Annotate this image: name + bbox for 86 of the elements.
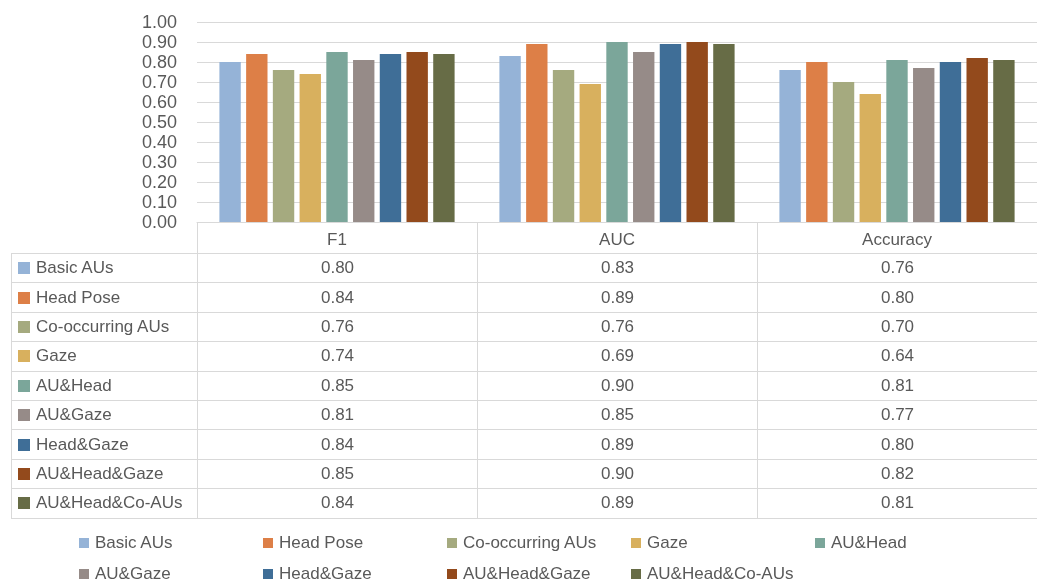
bar: [272, 70, 295, 222]
data-label: 0.85: [320, 375, 355, 396]
x-tick-label: F1: [327, 230, 347, 249]
y-tick-label: 0.00: [141, 212, 177, 232]
y-tick-label: 0.70: [141, 72, 177, 92]
text: AU&Head&Co-AUs: [36, 493, 183, 513]
bar: [713, 44, 735, 222]
y-tick-label: 0.60: [141, 92, 177, 112]
y-tick-label: 0.20: [141, 172, 177, 192]
data-label: 0.83: [600, 258, 635, 279]
y-tick-label: 0.90: [141, 32, 177, 52]
y-tick-label: 0.50: [141, 112, 177, 132]
data-label: 0.76: [600, 316, 635, 337]
bar: [659, 44, 682, 222]
bar: [246, 54, 268, 222]
data-label: 0.64: [880, 346, 915, 367]
data-label: 0.69: [600, 346, 635, 367]
data-label: 0.70: [880, 316, 915, 337]
y-tick-label: 0.40: [141, 132, 177, 152]
bar: [579, 84, 601, 222]
bar: [326, 52, 348, 222]
y-tick-label: 0.10: [141, 192, 177, 212]
bar: [633, 52, 655, 222]
bar: [993, 60, 1015, 222]
text: Basic AUs: [95, 532, 173, 552]
bar: [219, 62, 241, 222]
data-label: 0.76: [880, 258, 915, 279]
bar: [606, 42, 628, 222]
data-label: 0.90: [600, 375, 635, 396]
text: Co-occurring AUs: [463, 532, 597, 552]
legend-label: AU&Head&Gaze: [463, 563, 591, 580]
data-label: 0.89: [600, 287, 635, 308]
data-label: 0.85: [320, 463, 355, 484]
legend-label: AU&Head&Co-AUs: [647, 563, 794, 580]
data-label: 0.84: [320, 287, 355, 308]
data-label: 0.80: [320, 258, 355, 279]
text: Head&Gaze: [279, 563, 372, 580]
text: AU&Head: [831, 532, 907, 552]
data-label: 0.74: [320, 346, 355, 367]
text: AU&Gaze: [95, 563, 171, 580]
x-tick-label: Accuracy: [862, 230, 933, 249]
data-label: 0.80: [880, 287, 915, 308]
data-label: 0.89: [600, 434, 635, 455]
bar: [939, 62, 962, 222]
y-tick-label: 0.80: [141, 52, 177, 72]
y-tick-label: 1.00: [141, 12, 177, 32]
bar: [832, 82, 855, 222]
x-tick-label: AUC: [599, 230, 635, 249]
bar: [379, 54, 402, 222]
bar: [353, 60, 375, 222]
bar: [913, 68, 935, 222]
legend-label: AU&Gaze: [36, 405, 112, 426]
bar: [526, 44, 548, 222]
legend-label: Gaze: [36, 346, 77, 367]
data-label: 0.89: [600, 493, 635, 514]
legend-label: Head&Gaze: [36, 434, 129, 455]
bar: [499, 56, 521, 222]
bar: [886, 60, 908, 222]
data-label: 0.90: [600, 463, 635, 484]
y-tick-label: 0.30: [141, 152, 177, 172]
bar: [299, 74, 321, 222]
text: Gaze: [647, 532, 688, 552]
data-label: 0.80: [880, 434, 915, 455]
bar: [686, 42, 708, 222]
data-label: 0.84: [320, 434, 355, 455]
data-label: 0.85: [600, 405, 635, 426]
legend-label: Basic AUs: [36, 258, 114, 279]
data-label: 0.81: [320, 405, 355, 426]
data-label: 0.81: [880, 493, 915, 514]
data-label: 0.84: [320, 493, 355, 514]
bar: [552, 70, 575, 222]
bar: [859, 94, 881, 222]
data-label: 0.82: [880, 463, 915, 484]
bar: [406, 52, 428, 222]
bar: [779, 70, 801, 222]
data-label: 0.81: [880, 375, 915, 396]
bar: [966, 58, 988, 222]
data-label: 0.77: [880, 405, 915, 426]
legend-label: Co-occurring AUs: [36, 316, 170, 337]
text: AU&Head&Gaze: [36, 463, 164, 483]
bar: [806, 62, 828, 222]
legend-label: Head Pose: [36, 287, 121, 308]
data-label: 0.76: [320, 316, 355, 337]
text: Head Pose: [279, 532, 364, 552]
bar: [433, 54, 455, 222]
legend-label: AU&Head: [36, 375, 112, 396]
